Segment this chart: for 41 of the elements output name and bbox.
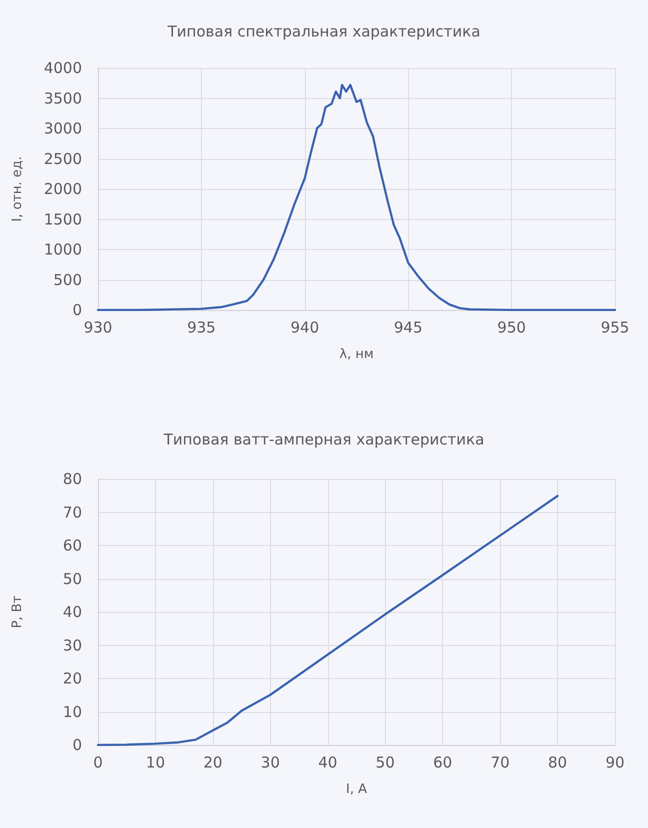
y-tick-label: 0: [72, 301, 82, 319]
x-axis-title: λ, нм: [339, 347, 374, 362]
y-tick-label: 60: [62, 536, 82, 554]
y-tick-label: 1000: [44, 240, 82, 258]
x-tick-label: 40: [318, 754, 338, 772]
x-tick-label: 70: [490, 754, 510, 772]
y-tick-label: 3500: [44, 89, 82, 108]
y-tick-label: 10: [62, 702, 82, 721]
x-tick-label: 935: [187, 318, 216, 336]
y-tick-label: 30: [62, 636, 82, 654]
y-tick-label: 4000: [44, 59, 82, 77]
y-tick-label: 3000: [44, 120, 82, 138]
chart-title: Типовая ватт-амперная характеристика: [162, 430, 484, 448]
y-tick-label: 50: [62, 570, 82, 588]
x-tick-label: 930: [84, 318, 112, 336]
y-tick-label: 2000: [44, 180, 82, 198]
x-tick-label: 10: [146, 754, 165, 772]
x-tick-label: 940: [290, 318, 320, 336]
y-tick-label: 0: [72, 736, 82, 754]
y-axis-title: P, Вт: [10, 595, 25, 628]
x-tick-label: 945: [394, 318, 423, 336]
y-tick-label: 70: [62, 503, 82, 522]
y-tick-label: 1500: [44, 210, 82, 228]
x-axis-title: I, А: [346, 782, 368, 797]
y-tick-label: 500: [53, 270, 82, 289]
x-tick-label: 30: [260, 754, 280, 772]
x-tick-label: 950: [497, 318, 526, 336]
x-tick-label: 0: [93, 754, 103, 772]
y-tick-label: 2500: [44, 150, 82, 168]
x-tick-label: 80: [548, 754, 568, 772]
y-tick-label: 40: [62, 603, 82, 621]
y-tick-label: 20: [62, 670, 82, 688]
y-tick-label: 80: [62, 470, 82, 488]
x-tick-label: 90: [605, 754, 625, 772]
x-tick-label: 955: [600, 318, 630, 336]
x-tick-label: 60: [433, 754, 452, 772]
x-tick-label: 20: [203, 754, 222, 772]
chart-title: Типовая спектральная характеристика: [166, 22, 480, 40]
line-series: [96, 494, 559, 746]
y-axis-title: I, отн. ед.: [10, 156, 25, 222]
x-tick-label: 50: [376, 754, 395, 772]
